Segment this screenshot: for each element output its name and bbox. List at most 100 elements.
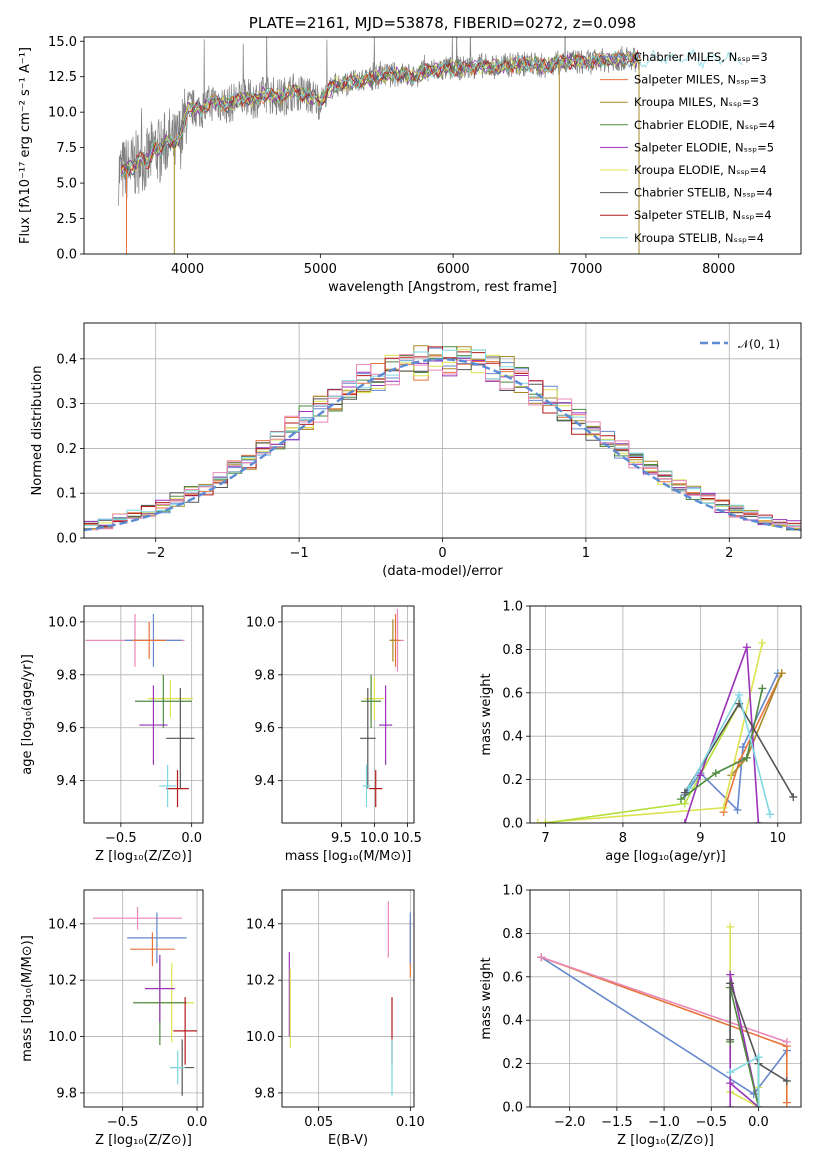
residuals-ytick-label: 0.0: [56, 532, 77, 547]
weight-point-marker: [726, 970, 735, 979]
weight_vs_Z-ytick-label: 0.2: [502, 1057, 523, 1072]
weight-series-line: [729, 926, 760, 1107]
weight-point-marker: [754, 1053, 763, 1062]
residuals-xtick-label: 1: [582, 546, 590, 561]
weight_vs_age-xtick-label: 9: [696, 831, 704, 846]
weight_vs_Z-frame: [529, 889, 802, 1108]
legend-label: Salpeter MILES, Nₛₛₚ=3: [634, 73, 767, 87]
spectrum-plot: [118, 37, 743, 254]
legend-label: Chabrier STELIB, Nₛₛₚ=4: [634, 186, 773, 200]
mass_vs_ebv-xtick-label: 0.05: [304, 1115, 333, 1130]
spectrum-xtick-label: 7000: [569, 262, 602, 277]
residuals-ytick-label: 0.3: [56, 397, 77, 412]
weight-point-marker: [533, 819, 542, 823]
residuals-xlabel: (data-model)/error: [382, 564, 503, 579]
weight-point-marker: [726, 1068, 735, 1077]
mass_vs_ebv-ytick-label: 10.4: [246, 917, 275, 932]
weight_vs_Z-axes: −2.0 −1.5 −1.0 −0.5 0.0 0.0 0.2 0.4 0.6 0.8 1.0 Z […: [479, 884, 801, 1148]
mass_vs_ebv-axes: 0.05 0.10 9.8 10.0 10.2 10.4 E(B-V): [246, 890, 425, 1148]
weight-point-marker: [754, 819, 763, 823]
age_vs_Z-xtick-label: −0.5: [105, 831, 137, 846]
weight-point-marker: [684, 784, 693, 793]
normal-curve: [84, 358, 801, 532]
weight-point-marker: [782, 1037, 791, 1046]
weight-point-marker: [680, 819, 689, 823]
age_vs_Z-ylabel: age [log₁₀(age/yr)]: [20, 654, 35, 775]
weight-point-marker: [696, 771, 705, 780]
spectrum-ytick-label: 2.5: [56, 212, 77, 227]
mass_vs_ebv-ytick-label: 10.2: [246, 974, 275, 989]
age_vs_Z-ytick-label: 9.8: [56, 668, 77, 683]
mass_vs_Z-ytick-label: 10.4: [48, 917, 77, 932]
weight-point-marker: [537, 953, 546, 962]
weight-point-marker: [758, 684, 767, 693]
legend-label: Kroupa STELIB, Nₛₛₚ=4: [634, 231, 764, 245]
weight_vs_age-frame: [529, 605, 802, 824]
mass_vs_Z-plot: [92, 906, 198, 1096]
age_vs_mass-frame: [281, 605, 415, 824]
mass_vs_Z-ytick-label: 10.0: [48, 1030, 77, 1045]
weight_vs_Z-xlabel: Z [log₁₀(Z/Z⊙)]: [617, 1133, 714, 1148]
weight_vs_age-ytick-label: 0.6: [502, 686, 523, 701]
mass_vs_ebv-xlabel: E(B-V): [328, 1133, 368, 1148]
weight_vs_age-xtick-label: 8: [619, 831, 627, 846]
weight-point-marker: [541, 819, 550, 823]
residuals-ytick-label: 0.2: [56, 442, 77, 457]
age_vs_Z-ytick-label: 10.0: [48, 615, 77, 630]
mass_vs_Z-xtick-label: 0.0: [187, 1115, 208, 1130]
age_vs_mass-ytick-label: 9.6: [254, 721, 275, 736]
residuals-plot: [84, 345, 801, 532]
spectrum-ytick-label: 10.0: [48, 106, 77, 121]
weight_vs_Z-ytick-label: 1.0: [502, 884, 523, 899]
spectrum-xtick-label: 4000: [171, 262, 204, 277]
weight-series-line: [545, 703, 740, 823]
weight-point-marker: [733, 805, 742, 814]
weight_vs_Z-ytick-label: 0.4: [502, 1014, 523, 1029]
spectrum-ytick-label: 12.5: [48, 70, 77, 85]
legend-label: Chabrier MILES, Nₛₛₚ=3: [634, 50, 768, 64]
weight_vs_Z-ytick-label: 0.8: [502, 927, 523, 942]
weight-point-marker: [742, 753, 751, 762]
weight-series-line: [680, 688, 764, 800]
weight-series-line: [729, 983, 788, 1082]
weight_vs_Z-xtick-label: −2.0: [554, 1115, 586, 1130]
age_vs_mass-plot: [359, 608, 405, 808]
residuals-xtick-label: −2: [146, 546, 165, 561]
weight-point-marker: [726, 1103, 735, 1107]
weight-point-marker: [789, 792, 798, 801]
weight-point-marker: [719, 803, 728, 812]
residuals-xtick-label: −1: [290, 546, 309, 561]
weight-point-marker: [742, 643, 751, 652]
weight-point-marker: [680, 788, 689, 797]
weight-point-marker: [676, 795, 685, 804]
weight_vs_Z-xtick-label: −0.5: [696, 1115, 728, 1130]
age_vs_mass-xtick-label: 10.5: [393, 831, 422, 846]
age_vs_mass-xtick-label: 9.5: [331, 831, 352, 846]
legend-label: Chabrier ELODIE, Nₛₛₚ=4: [634, 118, 775, 132]
age_vs_mass-ytick-label: 9.8: [254, 668, 275, 683]
weight-point-marker: [726, 922, 735, 931]
weight-point-marker: [777, 669, 786, 678]
spectrum-axes: 4000 5000 6000 7000 8000 0.0 2.5 5.0 7.5 10.0 12.5…: [18, 35, 735, 295]
legend-label: Salpeter ELODIE, Nₛₛₚ=5: [634, 140, 774, 154]
mass_vs_ebv-ytick-label: 9.8: [254, 1086, 275, 1101]
legend-label: Salpeter STELIB, Nₛₛₚ=4: [634, 208, 772, 222]
weight-point-marker: [782, 1076, 791, 1085]
mass_vs_Z-frame: [83, 889, 204, 1108]
mass_vs_Z-xtick-label: −0.5: [107, 1115, 139, 1130]
mass_vs_ebv-ytick-label: 10.0: [246, 1030, 275, 1045]
residuals-ytick-label: 0.1: [56, 487, 77, 502]
age_vs_Z-plot: [85, 613, 195, 808]
spectrum-xtick-label: 5000: [304, 262, 337, 277]
weight-series-line: [729, 987, 760, 1107]
weight_vs_Z-xtick-label: −1.5: [601, 1115, 633, 1130]
weight_vs_age-ylabel: mass weight: [479, 673, 494, 755]
age_vs_mass-axes: 9.5 10.0 10.5 9.4 9.6 9.8 10.0 mass [log₁₀(M/M⊙…: [246, 606, 422, 864]
spectrum-ylabel: Flux [fλ10⁻¹⁷ erg cm⁻² s⁻¹ A⁻¹]: [18, 47, 33, 244]
mass_vs_Z-ylabel: mass [log₁₀(M/M⊙)]: [20, 935, 35, 1062]
weight_vs_age-xlabel: age [log₁₀(age/yr)]: [605, 849, 726, 864]
residuals-ylabel: Normed distribution: [30, 366, 45, 496]
weight_vs_age-ytick-label: 0.2: [502, 773, 523, 788]
weight_vs_age-ytick-label: 1.0: [502, 600, 523, 615]
weight-point-marker: [766, 810, 775, 819]
